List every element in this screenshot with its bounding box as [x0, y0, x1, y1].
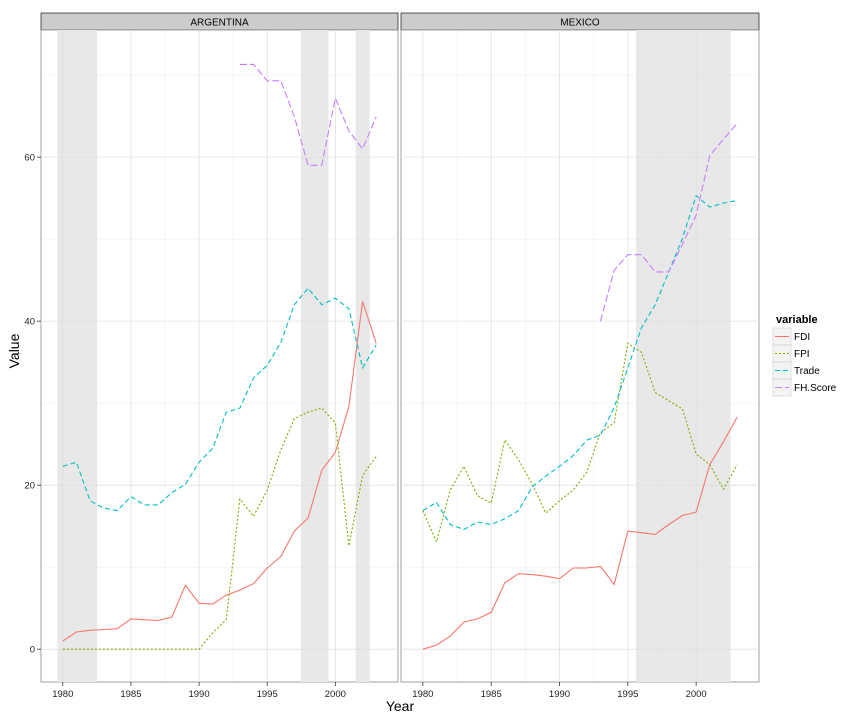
legend-label: FPI — [794, 349, 810, 360]
panel-mexico: MEXICO 1980 1985 1990 1995 2000 — [400, 12, 760, 700]
x-tick-label: 1995 — [617, 689, 638, 700]
chart-panels: ARGENTINA 1980 1985 1990 1995 2000 0 20 40 60 MEXI… — [24, 12, 760, 700]
panel-argentina: ARGENTINA 1980 1985 1990 1995 2000 0 20 40 60 — [24, 12, 399, 700]
y-tick-label: 40 — [24, 317, 35, 328]
shaded-period — [636, 30, 731, 682]
plot-area — [40, 29, 399, 683]
panel-strip-label: ARGENTINA — [190, 18, 249, 29]
x-tick-label: 1985 — [120, 689, 141, 700]
y-tick-label: 0 — [30, 645, 35, 656]
shaded-period — [355, 30, 370, 682]
series-line-fpi — [62, 407, 377, 650]
x-tick-label: 1995 — [257, 689, 278, 700]
legend: variable FDI FPI Trade FH.Score — [772, 314, 837, 397]
x-tick-label: 2000 — [686, 689, 707, 700]
shaded-period — [57, 30, 97, 682]
series-line-fdi — [422, 416, 738, 650]
shaded-period — [301, 30, 329, 682]
series-line-fh-score — [239, 63, 377, 166]
legend-label: FH.Score — [794, 383, 837, 394]
x-tick-label: 1980 — [52, 689, 73, 700]
x-tick-label: 1990 — [188, 689, 209, 700]
legend-label: FDI — [794, 332, 810, 343]
series-line-fh-score — [599, 123, 738, 322]
series-line-trade — [422, 194, 738, 531]
y-axis-label: Value — [6, 333, 22, 368]
x-tick-label: 1990 — [549, 689, 570, 700]
x-tick-label: 1980 — [412, 689, 433, 700]
legend-label: Trade — [794, 366, 820, 377]
y-tick-label: 60 — [24, 153, 35, 164]
y-tick-label: 20 — [24, 481, 35, 492]
panel-strip-label: MEXICO — [560, 18, 600, 29]
series-line-trade — [62, 287, 377, 512]
legend-title: variable — [776, 314, 818, 326]
x-tick-label: 1985 — [481, 689, 502, 700]
x-tick-label: 2000 — [325, 689, 346, 700]
x-axis-label: Year — [386, 698, 415, 714]
series-line-fdi — [62, 301, 377, 642]
